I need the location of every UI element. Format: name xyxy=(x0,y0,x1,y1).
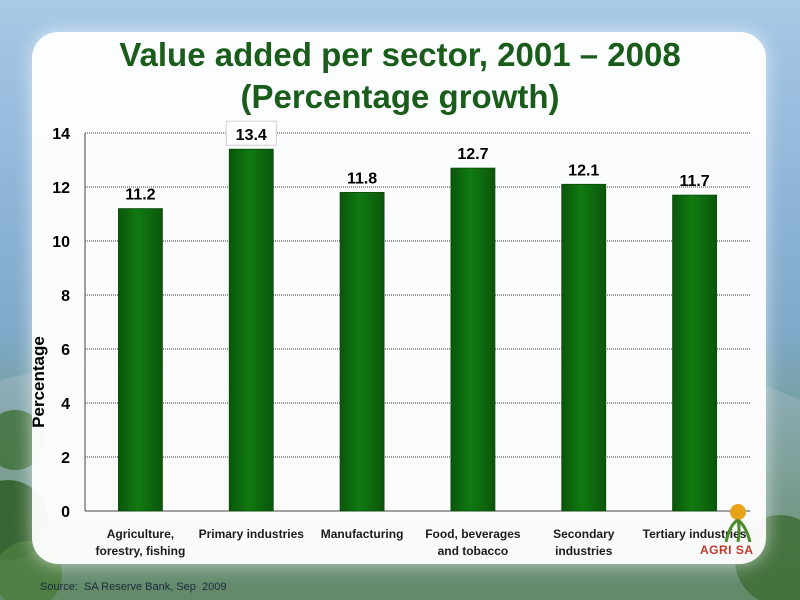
x-tick-label: Secondary xyxy=(553,527,615,541)
data-label-box xyxy=(225,120,277,146)
bar xyxy=(672,194,717,512)
y-tick-label: 0 xyxy=(61,504,70,521)
y-tick-label: 12 xyxy=(52,180,70,197)
x-tick-label: Tertiary industries xyxy=(643,527,747,541)
x-tick-label: and tobacco xyxy=(438,544,509,558)
y-tick-label: 8 xyxy=(61,288,70,305)
data-label: 11.8 xyxy=(347,170,377,187)
data-label: 11.2 xyxy=(125,187,155,204)
bar xyxy=(339,191,385,512)
y-tick-label: 2 xyxy=(61,450,70,467)
data-label: 12.1 xyxy=(568,162,599,179)
data-label: 11.7 xyxy=(679,173,709,190)
y-axis-label: Percentage xyxy=(29,336,48,428)
x-tick-label: Primary industries xyxy=(199,527,305,541)
data-label: 12.7 xyxy=(457,146,488,163)
x-tick-label: Agriculture, xyxy=(107,527,174,541)
y-tick-label: 4 xyxy=(61,396,70,413)
chart-title-line2: (Percentage growth) xyxy=(240,78,560,115)
chart-title: Value added per sector, 2001 – 2008 (Per… xyxy=(40,34,760,118)
source-note: Source: SA Reserve Bank, Sep 2009 xyxy=(40,581,227,593)
chart-title-line1: Value added per sector, 2001 – 2008 xyxy=(119,36,681,73)
data-label: 13.4 xyxy=(236,127,267,144)
x-tick-label: industries xyxy=(555,544,613,558)
logo-text: AGRI SA xyxy=(700,543,754,557)
y-tick-label: 10 xyxy=(52,234,70,251)
y-tick-label: 6 xyxy=(61,342,70,359)
x-tick-label: forestry, fishing xyxy=(96,544,186,558)
bar xyxy=(450,167,496,512)
x-tick-label: Manufacturing xyxy=(321,527,404,541)
y-tick-label: 14 xyxy=(52,126,70,143)
agri-sa-logo xyxy=(724,504,752,543)
bar xyxy=(561,183,607,512)
bar xyxy=(118,208,163,512)
x-tick-label: Food, beverages xyxy=(425,527,521,541)
bar xyxy=(228,148,274,512)
